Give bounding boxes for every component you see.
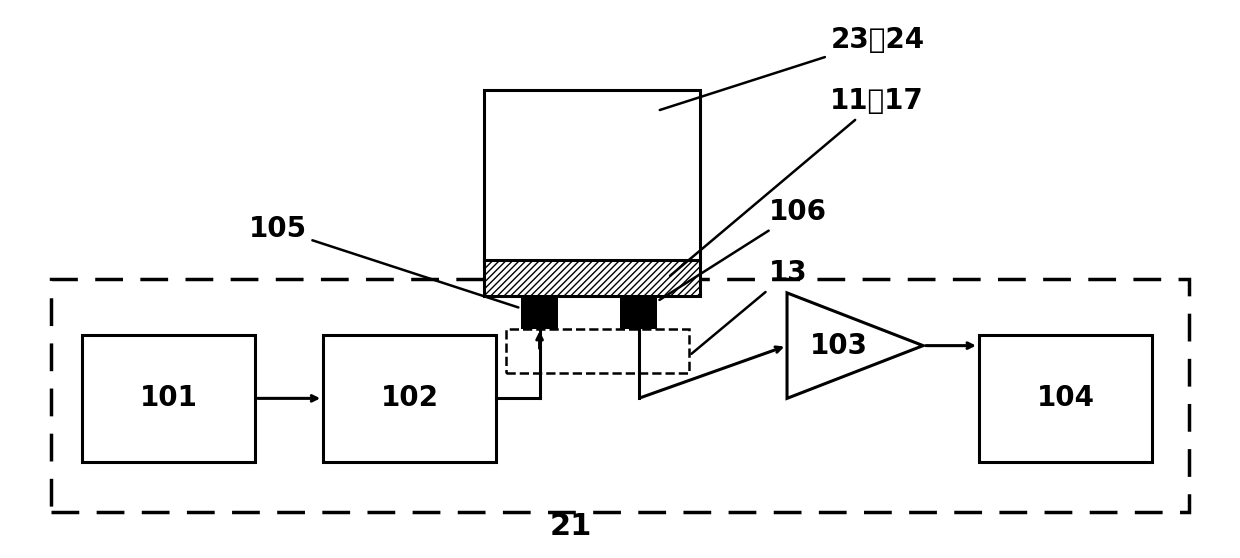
Text: 106: 106 xyxy=(660,199,827,300)
Text: 101: 101 xyxy=(139,384,197,412)
Text: 104: 104 xyxy=(1037,384,1095,412)
Bar xyxy=(978,335,1152,462)
Bar xyxy=(51,279,1189,512)
Bar xyxy=(521,295,558,329)
Text: 102: 102 xyxy=(381,384,439,412)
Text: 103: 103 xyxy=(810,331,868,359)
Text: 21: 21 xyxy=(549,512,591,541)
Polygon shape xyxy=(787,293,923,398)
Bar xyxy=(484,259,701,296)
Text: 11或17: 11或17 xyxy=(670,88,924,276)
Text: 105: 105 xyxy=(249,215,518,307)
Text: 13: 13 xyxy=(692,259,807,354)
Bar xyxy=(82,335,255,462)
Bar xyxy=(324,335,496,462)
Bar xyxy=(620,295,657,329)
Bar xyxy=(506,329,689,373)
Bar xyxy=(484,90,701,262)
Text: 23或24: 23或24 xyxy=(660,26,925,110)
